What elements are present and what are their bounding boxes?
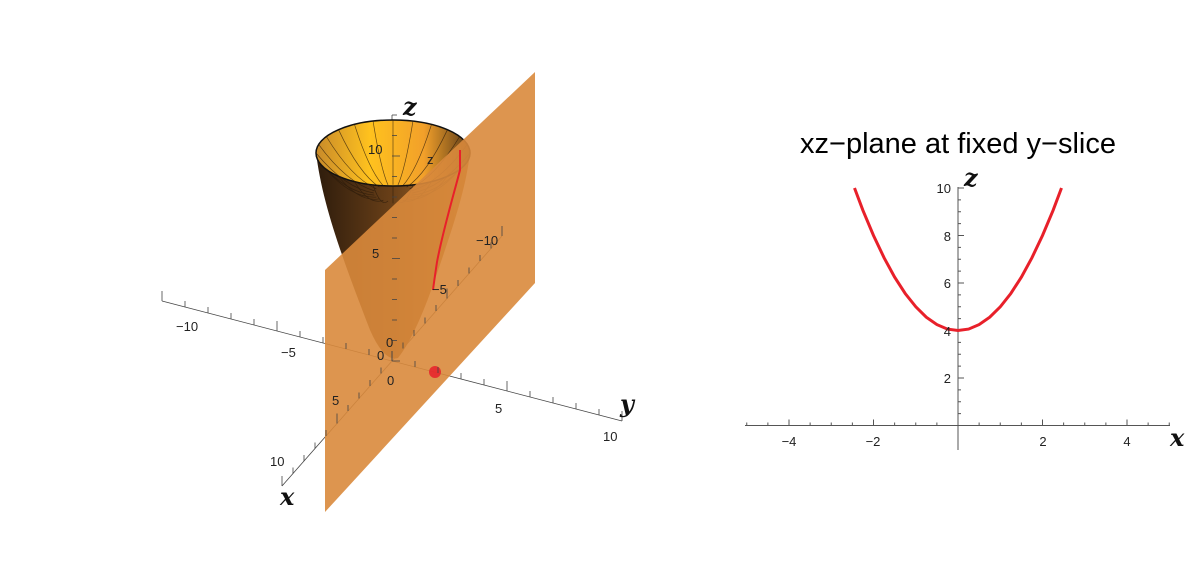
- mesh-line: [338, 129, 380, 188]
- x-tick: 10: [270, 454, 284, 469]
- y-tick: 5: [495, 401, 502, 416]
- y-axis-label-3d: y: [619, 389, 636, 418]
- y-tick: 0: [377, 348, 384, 363]
- x-tick: −10: [476, 233, 498, 248]
- series-line: [853, 187, 1063, 333]
- z-tick: 5: [372, 246, 379, 261]
- mesh-line: [318, 161, 375, 196]
- surface-plot-3d: z −10 −5 0 5 10 −10 −5 0 5 10 0 5 10 x y…: [161, 72, 636, 512]
- mesh-line: [397, 121, 414, 186]
- inner-z-label: z: [427, 152, 434, 167]
- z-tick: 0: [386, 335, 393, 350]
- x-tick: −4: [782, 434, 797, 449]
- slice-curve-3d: [432, 150, 461, 291]
- z-tick: 10: [937, 181, 951, 196]
- y-tick: −10: [176, 319, 198, 334]
- y-tick: 10: [603, 429, 617, 444]
- x-tick: −5: [432, 282, 447, 297]
- z-tick: 10: [368, 142, 382, 157]
- slice-plane: [325, 72, 535, 512]
- x-tick: 4: [1123, 434, 1130, 449]
- mesh-line: [406, 129, 448, 188]
- mesh-line: [318, 144, 375, 192]
- mesh-line: [338, 176, 380, 200]
- slice-plot-2d: xz−plane at fixed y−slice −4 −2 2 4 2 4 …: [745, 128, 1185, 452]
- mesh-line: [372, 184, 389, 203]
- axes-2d: [745, 187, 1170, 450]
- x-tick: 5: [332, 393, 339, 408]
- mesh-line: [315, 152, 374, 194]
- x-tick: −2: [866, 434, 881, 449]
- z-tick: 6: [944, 276, 951, 291]
- ticks-3d: [161, 114, 623, 486]
- mesh-line: [354, 124, 384, 187]
- z-tick: 8: [944, 229, 951, 244]
- x-tick: 2: [1039, 434, 1046, 449]
- mesh-line: [354, 181, 384, 202]
- z-axis-label: z: [963, 163, 979, 192]
- z-tick: 2: [944, 371, 951, 386]
- slice-point: [429, 366, 441, 378]
- mesh-line: [372, 121, 389, 186]
- x-axis-label-3d: x: [279, 482, 295, 511]
- mesh-line: [326, 136, 377, 190]
- z-axis-label-3d: z: [402, 92, 418, 121]
- x-axis-label: x: [1169, 423, 1185, 452]
- x-tick: 0: [387, 373, 394, 388]
- chart-title: xz−plane at fixed y−slice: [800, 128, 1116, 160]
- y-tick: −5: [281, 345, 296, 360]
- z-tick: 4: [944, 324, 951, 339]
- mesh-line: [402, 124, 432, 187]
